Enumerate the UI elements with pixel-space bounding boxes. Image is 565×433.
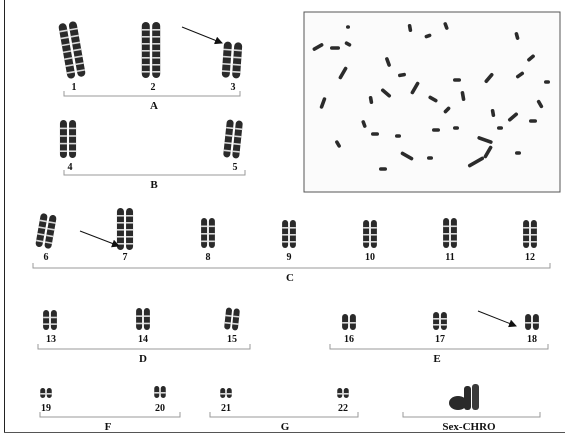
chromosome-pair-14 [136,308,150,330]
chromosome-pair-18 [525,314,539,330]
group-label-g: G [280,421,290,433]
group-bracket-b [63,170,246,176]
group-bracket-c [32,263,551,269]
chromosome-pair-16 [342,314,356,330]
label-chromosome-22: 22 [338,403,348,414]
label-chromosome-21: 21 [221,403,231,414]
label-chromosome-1: 1 [71,82,77,93]
label-chromosome-16: 16 [344,334,354,345]
chromosome-pair-6 [35,213,57,249]
group-bracket-g [209,412,359,418]
sex-chromosomes [449,384,479,410]
chromosome-pair-7 [116,208,134,250]
chromosome-pair-1 [58,21,86,79]
label-chromosome-20: 20 [155,403,165,414]
label-chromosome-14: 14 [138,334,148,345]
group-bracket-f [39,412,181,418]
label-chromosome-19: 19 [41,403,51,414]
chromosome-pair-17 [433,312,447,330]
group-label-e: E [433,353,441,365]
chromosome-pair-15 [224,307,240,331]
arrow-chromosome-18 [477,310,517,328]
label-chromosome-10: 10 [365,252,375,263]
group-label-a: A [150,100,158,112]
group-bracket-a [63,91,241,97]
chromosome-pair-8 [201,218,215,248]
chromosome-pair-11 [443,218,457,248]
metaphase-spread-panel [303,11,561,193]
chromosome-pair-5 [223,119,243,159]
chromosome-pair-2 [141,22,161,78]
label-chromosome-15: 15 [227,334,237,345]
chromosome-pair-21 [220,388,232,398]
label-chromosome-11: 11 [445,252,455,263]
group-bracket-d [37,344,251,350]
label-chromosome-6: 6 [43,252,49,263]
label-chromosome-9: 9 [286,252,292,263]
chromosome-pair-20 [154,386,166,398]
chromosome-pair-22 [337,388,349,398]
chromosome-pair-10 [363,220,377,248]
group-label-b: B [150,179,158,191]
label-chromosome-5: 5 [232,162,238,173]
abnormality-arrows [79,26,517,328]
label-chromosome-17: 17 [435,334,445,345]
group-label-sex-chromosomes: Sex-CHRO [442,421,496,433]
chromosome-pair-3 [221,41,243,79]
label-chromosome-13: 13 [46,334,56,345]
chromosome-pair-9 [282,220,296,248]
chromosome-pair-12 [523,220,537,248]
group-label-c: C [286,272,294,284]
label-chromosome-8: 8 [205,252,211,263]
arrow-chromosome-7 [79,230,120,248]
label-chromosome-4: 4 [67,162,73,173]
label-chromosome-12: 12 [525,252,535,263]
label-chromosome-3: 3 [230,82,236,93]
group-label-f: F [104,421,112,433]
chromosome-pair-13 [43,310,57,330]
figure-left-edge [4,0,5,433]
chromosome-pair-19 [40,388,52,398]
group-bracket-e [329,344,549,350]
label-chromosome-2: 2 [150,82,156,93]
arrow-chromosome-3 [181,26,223,45]
group-bracket-sex [402,412,541,418]
label-chromosome-18: 18 [527,334,537,345]
label-chromosome-7: 7 [122,252,128,263]
chromosome-pair-4 [59,120,77,158]
group-label-d: D [139,353,147,365]
